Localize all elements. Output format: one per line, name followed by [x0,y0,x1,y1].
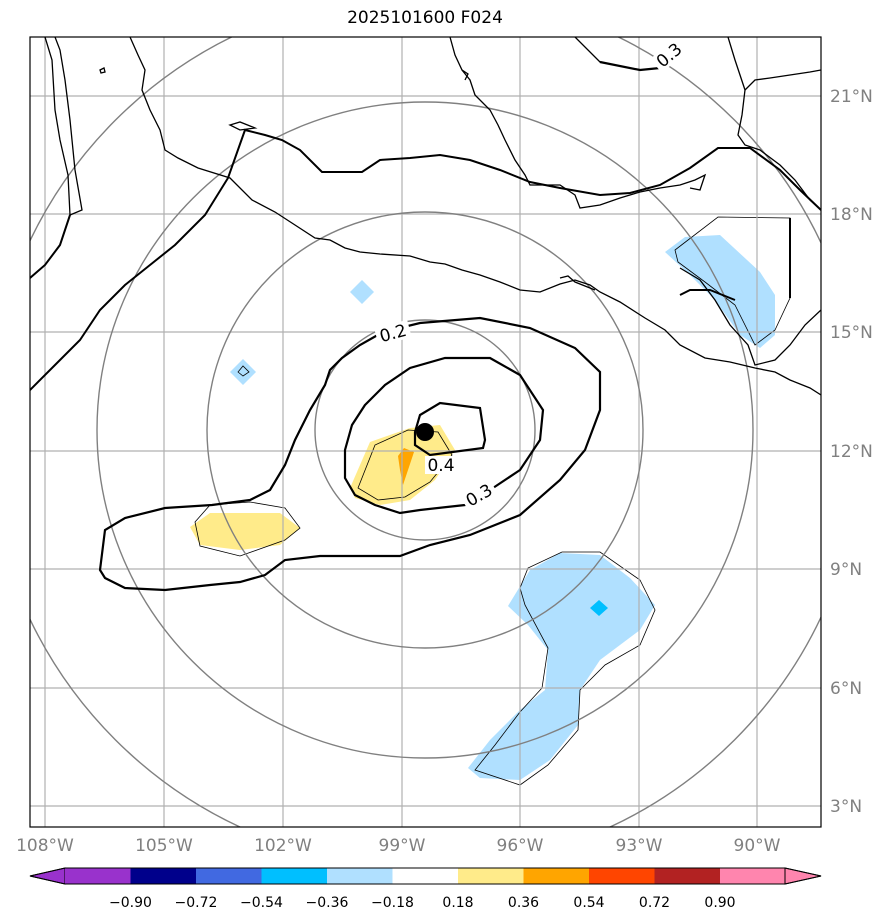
lat-label: 9°N [830,560,862,580]
contour-label-0-2: 0.2 [378,321,409,347]
lon-label: 105°W [135,836,193,856]
lat-label: 6°N [830,679,862,699]
lat-label: 15°N [830,323,873,343]
colorbar-swatch [654,868,720,884]
colorbar-swatch [261,868,327,884]
colorbar-label: −0.36 [306,895,349,911]
colorbar-swatch [458,868,524,884]
map-title: 2025101600 F024 [347,8,503,28]
colorbar-swatch [720,868,785,884]
latitude-labels: 21°N 18°N 15°N 12°N 9°N 6°N 3°N [830,87,873,817]
lat-label: 21°N [830,87,873,107]
map-area [30,37,821,827]
colorbar-label: 0.90 [704,895,735,911]
contour-label-0-4: 0.4 [427,456,454,476]
storm-center-marker [416,423,434,441]
colorbar: −0.90 −0.72 −0.54 −0.36 −0.18 0.18 0.36 … [29,867,822,911]
coastlines [44,37,821,396]
colorbar-label: −0.90 [109,895,152,911]
colorbar-extend-high [784,867,822,885]
lon-label: 93°W [616,836,663,856]
colorbar-label: 0.72 [639,895,670,911]
colorbar-swatch [65,868,131,884]
colorbar-label: −0.72 [175,895,218,911]
colorbar-label: 0.18 [442,895,473,911]
threshold-outlines [194,216,791,786]
lon-label: 108°W [16,836,74,856]
lon-label: 102°W [254,836,312,856]
colorbar-swatch [196,868,262,884]
lat-label: 3°N [830,797,862,817]
colorbar-swatch [327,868,393,884]
colorbar-label: −0.18 [371,895,414,911]
lon-label: 90°W [734,836,781,856]
negative-anomaly-shading [230,235,775,780]
colorbar-swatch [130,868,196,884]
colorbar-extend-low [29,867,66,885]
lat-label: 18°N [830,205,873,225]
country-borders [30,128,821,391]
colorbar-label: −0.54 [240,895,283,911]
range-rings [30,37,821,827]
lat-label: 12°N [830,442,873,462]
contour-label-group: 0.2 0.3 0.4 0.3 [374,37,688,512]
colorbar-label: 0.36 [508,895,539,911]
contour-lines [98,60,661,592]
colorbar-swatch [589,868,655,884]
map-frame [29,36,822,828]
colorbar-swatch [523,868,589,884]
colorbar-label: 0.54 [573,895,604,911]
lon-label: 99°W [379,836,426,856]
colorbar-swatch [392,868,458,884]
longitude-labels: 108°W 105°W 102°W 99°W 96°W 93°W 90°W [16,836,781,856]
lon-label: 96°W [497,836,544,856]
